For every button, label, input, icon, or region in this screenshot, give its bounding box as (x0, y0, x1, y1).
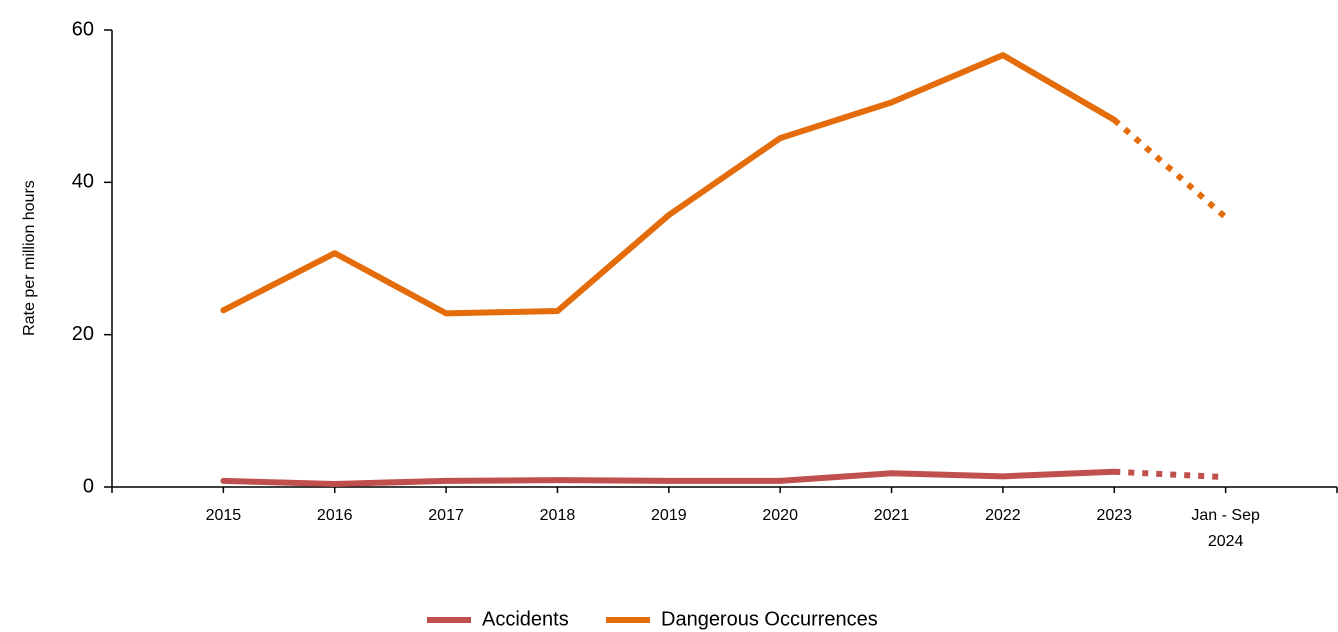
series-line (220, 468, 1118, 487)
x-tick-label: 2015 (206, 507, 242, 524)
y-tick-label: 0 (83, 475, 94, 497)
x-tick-label: 2016 (317, 507, 353, 524)
legend-label: Dangerous Occurrences (661, 608, 878, 630)
x-tick-label: 2017 (428, 507, 464, 524)
x-tick-label: 2018 (540, 507, 576, 524)
x-tick-label: 2019 (651, 507, 687, 524)
series-line (220, 52, 1118, 317)
x-tick-label: 2020 (762, 507, 798, 524)
x-tick-label: 2022 (985, 507, 1021, 524)
legend-label: Accidents (482, 608, 569, 630)
y-tick-label: 40 (72, 171, 94, 193)
series-line-dashed (1112, 117, 1228, 220)
y-axis-label: Rate per million hours (21, 180, 38, 336)
y-tick-label: 60 (72, 18, 94, 40)
x-tick-label: 2021 (874, 507, 910, 524)
x-tick-label: Jan - Sep 2024 (1191, 507, 1260, 550)
y-tick-label: 20 (72, 323, 94, 345)
x-tick-label: 2023 (1096, 507, 1132, 524)
series-line-dashed (1114, 468, 1226, 481)
